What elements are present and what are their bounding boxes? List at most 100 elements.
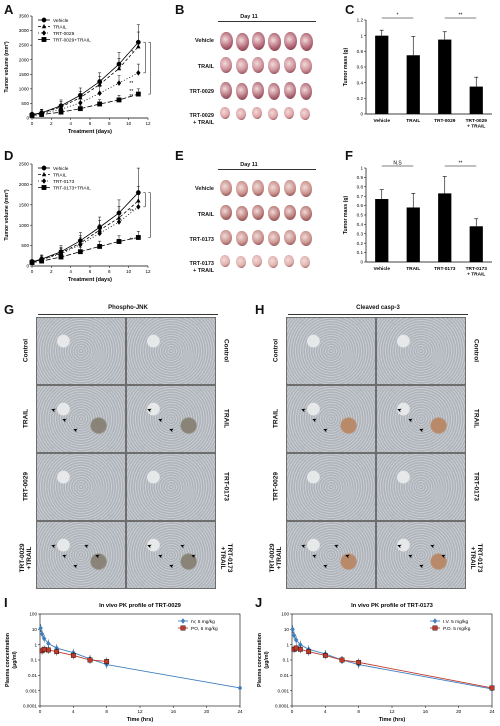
category-label: TRT-0029 xyxy=(434,118,456,124)
y-axis-label: Tumor volume (mm³) xyxy=(4,41,10,92)
photo-e-day-label: Day 11 xyxy=(240,162,258,168)
data-point xyxy=(306,649,312,655)
ihc-row-label-right: TRT-0173 +TRAIL xyxy=(219,543,233,573)
legend-label: TRAIL xyxy=(53,172,67,178)
y-axis-label: Tumor volume (mm³) xyxy=(4,189,10,240)
ihc-row-label-left: Control xyxy=(272,338,280,363)
series-line xyxy=(31,46,139,116)
category-label: TRAIL xyxy=(406,118,420,124)
y-tick-label: 0.7 xyxy=(357,194,364,199)
legend-marker xyxy=(180,618,186,624)
y-tick-label: 10 xyxy=(284,627,290,632)
ihc-image-cell xyxy=(36,453,126,521)
legend-label: I.V. 5 mg/kg xyxy=(443,619,468,625)
ihc-row-label-left: TRT-0029 xyxy=(22,472,30,501)
tumor-specimen xyxy=(236,206,248,221)
data-point xyxy=(78,241,83,248)
ihc-panel-g: Phospho-JNK Control Control ➤ ➤ ➤ ➤ ➤ ➤ TRAIL TRA… xyxy=(12,303,242,593)
bar xyxy=(438,193,452,262)
legend-marker xyxy=(41,165,47,171)
legend-label: TRAIL xyxy=(53,24,67,30)
tumor-specimen xyxy=(268,206,280,221)
x-tick-label: 24 xyxy=(237,709,243,714)
arrow-icon: ➤ xyxy=(72,425,80,433)
category-label: + TRAIL xyxy=(467,124,485,130)
arrow-icon: ➤ xyxy=(429,541,437,549)
sig-annotation: ** xyxy=(129,94,133,100)
ihc-image-cell: ➤ ➤ ➤ xyxy=(286,385,376,453)
category-label: TRT-0173 xyxy=(466,266,488,272)
data-point xyxy=(87,657,93,663)
y-tick-label: 1 xyxy=(360,166,363,171)
tumor-specimen xyxy=(300,231,312,246)
arrow-icon: ➤ xyxy=(300,405,308,413)
ihc-row-label-right: TRT-0173 xyxy=(222,472,230,501)
photo-e-row-label: TRT-0173 + TRAIL xyxy=(189,261,214,274)
ihc-row-label-left: TRAIL xyxy=(272,408,280,429)
x-axis-label: Time (hrs) xyxy=(127,717,154,723)
arrow-icon: ➤ xyxy=(311,415,319,423)
ihc-image-cell: ➤ ➤ ➤ xyxy=(126,385,216,453)
data-point xyxy=(489,685,495,691)
arrow-icon: ➤ xyxy=(157,551,165,559)
tumor-specimen xyxy=(284,32,297,50)
arrow-icon: ➤ xyxy=(344,551,352,559)
panel-label-i: I xyxy=(4,595,8,610)
x-tick-label: 12 xyxy=(145,121,151,126)
x-tick-label: 12 xyxy=(145,269,151,274)
tumor-specimen xyxy=(236,58,248,74)
sig-bracket xyxy=(143,41,146,74)
tumor-specimen xyxy=(268,58,280,74)
chart-f-tumor-mass: 0 0.1 0.2 0.3 0.4 0.5 0.6 0.7 0.8 0.9 1 Tumor mass … xyxy=(343,161,492,278)
photo-b-row-label: TRT-0029 xyxy=(189,89,214,95)
photo-b-day-line xyxy=(218,21,316,22)
x-tick-label: 4 xyxy=(69,121,72,126)
y-tick-label: 2500 xyxy=(19,162,30,167)
tumor-specimen xyxy=(268,83,280,100)
y-tick-label: 0.2 xyxy=(357,241,364,246)
data-point xyxy=(356,659,362,665)
data-point xyxy=(78,100,83,106)
x-tick-label: 16 xyxy=(423,709,429,714)
sig-annotation: ** xyxy=(459,161,463,167)
x-axis-label: Treatment (days) xyxy=(68,129,112,135)
tumor-specimen xyxy=(300,206,312,221)
x-tick-label: 8 xyxy=(108,121,111,126)
data-point xyxy=(58,109,64,115)
ihc-image-cell: ➤ ➤ ➤ ➤ ➤ xyxy=(286,521,376,589)
arrow-icon: ➤ xyxy=(83,541,91,549)
tumor-specimen xyxy=(252,230,264,245)
data-point xyxy=(70,652,76,658)
chart-title: In vivo PK profile of TRT-0173 xyxy=(351,603,434,609)
arrow-icon: ➤ xyxy=(396,541,404,549)
sig-bracket xyxy=(148,41,151,95)
tumor-specimen xyxy=(252,82,264,99)
data-point xyxy=(136,44,141,49)
x-axis-label: Treatment (days) xyxy=(68,277,112,283)
ihc-image-cell: ➤ ➤ ➤ ➤ ➤ xyxy=(36,521,126,589)
arrow-icon: ➤ xyxy=(322,561,330,569)
ihc-image-cell xyxy=(36,317,126,385)
data-point xyxy=(58,254,64,260)
legend-label: TRT-0173 xyxy=(53,179,75,185)
photo-e-row-label: TRT-0173 xyxy=(189,237,214,243)
data-point xyxy=(116,65,122,71)
y-tick-label: 1 xyxy=(34,642,37,647)
x-tick-label: 6 xyxy=(89,121,92,126)
y-tick-label: 1.2 xyxy=(357,18,364,23)
data-point xyxy=(39,631,45,637)
data-point xyxy=(297,646,303,652)
y-axis-label-unit: (μg/ml) xyxy=(264,651,270,669)
ihc-row-label-left: TRT-0029 +TRAIL xyxy=(269,543,283,573)
x-tick-label: 12 xyxy=(389,709,395,714)
tumor-specimen xyxy=(268,181,280,197)
tumor-specimen xyxy=(236,83,248,100)
y-tick-label: 0.9 xyxy=(357,175,364,180)
tumor-specimen xyxy=(284,180,296,196)
category-label: TRAIL xyxy=(406,266,420,272)
bar xyxy=(406,207,420,262)
tumor-specimen xyxy=(284,57,296,73)
data-point xyxy=(135,91,141,97)
y-tick-label: 0.1 xyxy=(31,658,38,663)
arrow-icon: ➤ xyxy=(146,405,154,413)
